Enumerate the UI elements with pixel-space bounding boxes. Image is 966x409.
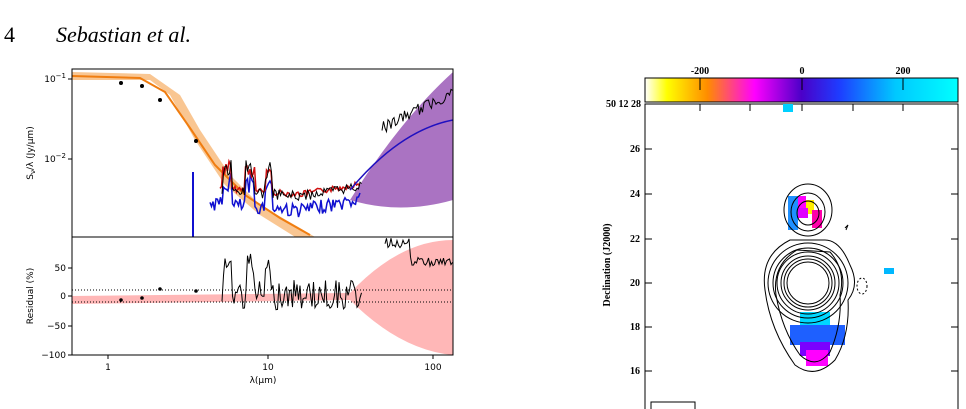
- y-axis-label: Sν/λ (Jy/μm): [26, 126, 37, 179]
- ra-label: 50 12 28: [606, 99, 641, 110]
- dec-tick-label: 22: [630, 234, 640, 245]
- dec-tick-label: 20: [630, 278, 640, 289]
- colorbar-tick-label: 200: [896, 66, 911, 77]
- running-head: Sebastian et al.: [56, 22, 191, 47]
- page-number: 4: [4, 22, 15, 47]
- dec-tick-label: 16: [630, 366, 640, 377]
- colorbar-tick-label: 0: [800, 66, 805, 77]
- x-tick-label: 10: [262, 363, 274, 373]
- x-axis-label: λ(μm): [250, 376, 277, 386]
- sed-plot: [72, 72, 453, 237]
- y-axis-label: Declination (J2000): [602, 223, 613, 306]
- x-tick-label: 100: [424, 363, 441, 373]
- y-axis-label: Residual (%): [26, 268, 36, 324]
- y-tick-label: 10−2: [44, 152, 66, 165]
- y-tick-label: 50: [55, 264, 67, 274]
- velocity-map: [783, 104, 894, 366]
- y-tick-label: −100: [41, 351, 66, 361]
- y-tick-label: 10−1: [44, 72, 66, 85]
- y-tick-label: −50: [47, 322, 66, 332]
- colorbar-tick-label: -200: [691, 66, 709, 77]
- y-tick-label: 0: [60, 292, 66, 302]
- contours: [650, 183, 868, 409]
- residual-plot: [72, 238, 453, 355]
- dec-tick-label: 24: [630, 189, 640, 200]
- x-tick-label: 1: [105, 363, 111, 373]
- dec-tick-label: 18: [630, 322, 640, 333]
- dec-tick-label: 26: [630, 144, 640, 155]
